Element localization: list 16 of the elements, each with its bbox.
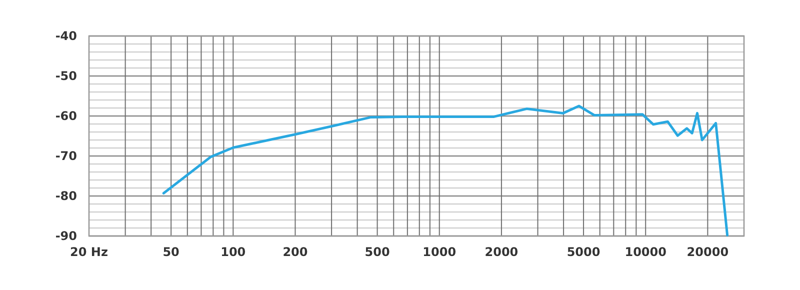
y-tick-label: -40 — [55, 29, 77, 44]
x-tick-label: 20 Hz — [70, 245, 108, 259]
x-tick-label: 50 — [162, 245, 180, 259]
x-tick-label: 200 — [282, 245, 308, 259]
x-tick-label: 5000 — [566, 245, 600, 259]
x-tick-label: 500 — [364, 245, 390, 259]
y-tick-label: -80 — [55, 189, 77, 204]
y-tick-label: -50 — [55, 69, 77, 84]
x-tick-label: 20000 — [686, 245, 729, 259]
x-tick-label: 10000 — [624, 245, 666, 259]
x-tick-label: 1000 — [422, 245, 456, 259]
y-tick-label: -70 — [55, 149, 77, 164]
y-tick-label: -90 — [55, 229, 77, 244]
y-tick-label: -60 — [55, 109, 77, 124]
x-tick-label: 100 — [220, 245, 246, 259]
x-tick-label: 2000 — [484, 245, 518, 259]
